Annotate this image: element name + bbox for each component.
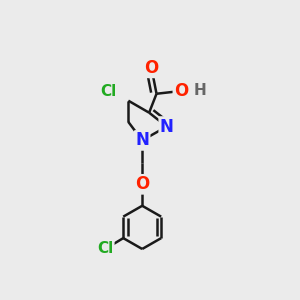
Text: N: N [160,118,174,136]
Text: H: H [194,83,206,98]
Text: O: O [174,82,188,100]
Text: O: O [144,59,159,77]
Text: O: O [135,175,149,193]
Text: N: N [135,131,149,149]
Text: Cl: Cl [97,242,113,256]
Text: Cl: Cl [100,84,117,99]
